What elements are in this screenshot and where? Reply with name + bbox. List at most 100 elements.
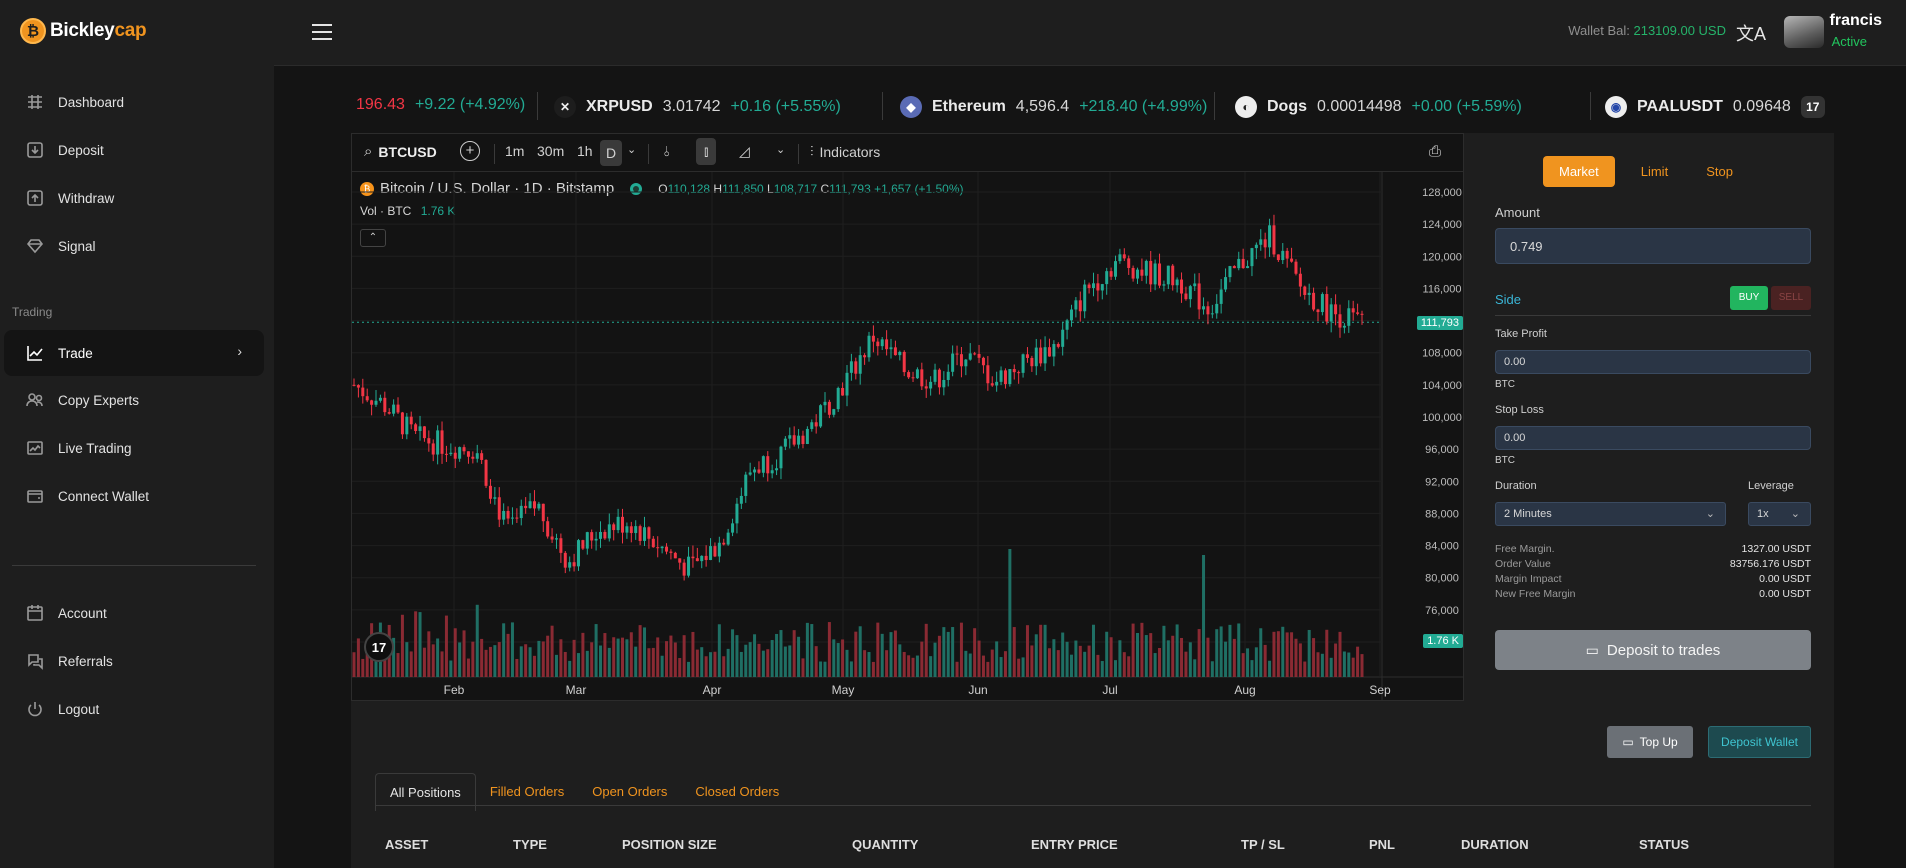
tab-open-orders[interactable]: Open Orders [592,784,668,799]
volume-bar [849,661,853,677]
candle-body [1303,286,1307,295]
volume-bar [1100,661,1104,677]
volume-bar [1263,644,1267,677]
tab-closed-orders[interactable]: Closed Orders [695,784,780,799]
volume-bar [484,649,488,677]
top-up-button[interactable]: ▭ Top Up [1607,726,1693,758]
column-header[interactable]: ASSET [385,837,429,852]
add-symbol-button[interactable]: + [460,141,480,161]
deposit-wallet-button[interactable]: Deposit Wallet [1708,726,1811,758]
avatar[interactable] [1784,16,1824,48]
ticker-item[interactable]: ◉ PAALUSDT 0.09648 17 0 [1605,96,1834,118]
chart-style-dropdown[interactable]: ⌄ [776,143,785,156]
stop-loss-input[interactable]: 0.00 [1495,426,1811,450]
interval-1h[interactable]: 1h [577,143,593,159]
menu-icon[interactable] [312,24,332,40]
sell-button[interactable]: SELL [1771,286,1811,310]
candles-style-button[interactable]: ⫾ [696,138,717,165]
wallet-label: Wallet Bal: [1568,23,1630,38]
candle-body [1162,284,1166,286]
sidebar-item-withdraw[interactable]: Withdraw [4,175,264,221]
volume-bar [1285,632,1289,677]
volume-bar [554,654,558,677]
sidebar-item-referrals[interactable]: Referrals [4,638,264,684]
volume-bar [695,649,699,677]
tradingview-logo-icon[interactable]: 17 [364,632,394,662]
sidebar-item-dashboard[interactable]: Dashboard [4,79,264,125]
duration-select[interactable]: 2 Minutes ⌄ [1495,502,1726,526]
volume-bar [1153,653,1157,677]
sidebar-item-connect-wallet[interactable]: Connect Wallet [4,473,264,519]
column-header[interactable]: TP / SL [1241,837,1285,852]
sidebar-item-label: Account [58,605,107,621]
price-chart[interactable]: 128,000124,000120,000116,000112,000108,0… [352,172,1463,700]
sidebar-item-copy-experts[interactable]: Copy Experts [4,377,264,423]
ticker-item[interactable]: 196.43 +9.22 (+4.92%) [356,96,525,114]
area-style-button[interactable]: ◿ [739,143,750,160]
tab-all-positions[interactable]: All Positions [375,773,476,811]
candle-body [898,351,902,356]
symbol-search[interactable]: ⌕ BTCUSD [364,143,437,160]
power-icon [28,702,42,717]
deposit-to-trades-button[interactable]: ▭ Deposit to trades [1495,630,1811,670]
volume-bar [660,655,664,677]
column-header[interactable]: STATUS [1639,837,1690,852]
column-header[interactable]: QUANTITY [852,837,919,852]
ticker-item[interactable]: ◆ Ethereum 4,596.4 +218.40 (+4.99%) [900,96,1207,118]
user-name[interactable]: francis [1829,12,1882,29]
candle-body [524,505,528,509]
sidebar-item-signal[interactable]: Signal [4,223,264,269]
sidebar-item-account[interactable]: Account [4,590,264,636]
sidebar-item-deposit[interactable]: Deposit [4,127,264,173]
interval-d[interactable]: D [600,140,623,166]
ticker-item[interactable]: ✕ XRPUSD 3.01742 +0.16 (+5.55%) [554,96,841,118]
leverage-select[interactable]: 1x ⌄ [1748,502,1811,526]
column-header[interactable]: TYPE [513,837,547,852]
take-profit-input[interactable]: 0.00 [1495,350,1811,374]
translate-icon[interactable]: 文A [1735,24,1766,44]
sidebar-item-logout[interactable]: Logout [4,686,264,732]
volume-bar [1171,635,1175,677]
bar-style-button[interactable]: ⫰ [664,143,670,160]
candle-body [440,430,444,454]
column-header[interactable]: PNL [1369,837,1395,852]
ticker-item[interactable]: ◐ Dogs 0.00014498 +0.00 (+5.59%) [1235,96,1522,118]
candle-body [475,453,479,459]
candle-body [1074,300,1078,310]
volume-bar [524,644,528,677]
candle-body [915,369,919,379]
snapshot-button[interactable]: ⎙ [1429,143,1441,160]
y-tick-label: 96,000 [1425,444,1459,456]
volume-bar [841,639,845,677]
sidebar-item-label: Logout [58,701,100,717]
interval-30m[interactable]: 30m [537,143,564,159]
sidebar-item-trade[interactable]: Trade › [4,330,264,376]
indicators-button[interactable]: ⫶ Indicators [810,143,880,160]
candle-body [1047,347,1051,357]
brand-logo[interactable]: ₿ Bickleycap [20,18,147,44]
amount-input[interactable]: 0.749 [1495,228,1811,264]
column-header[interactable]: ENTRY PRICE [1031,837,1118,852]
volume-bar [1158,647,1162,677]
interval-dropdown[interactable]: ⌄ [627,143,636,156]
tab-filled-orders[interactable]: Filled Orders [489,784,565,799]
sidebar-item-live-trading[interactable]: Live Trading [4,425,264,471]
volume-bar [836,643,840,677]
candle-body [515,517,519,519]
candle-body [590,532,594,541]
tab-stop[interactable]: Stop [1706,164,1733,179]
volume-bar [1162,625,1166,677]
tab-limit[interactable]: Limit [1640,164,1669,179]
candle-body [559,538,563,553]
interval-1m[interactable]: 1m [505,143,524,159]
column-header[interactable]: DURATION [1461,837,1529,852]
volume-bar [1241,653,1245,677]
collapse-legend-button[interactable]: ⌃ [360,229,386,247]
volume-bar [1312,638,1316,677]
volume-bar [946,631,950,677]
column-header[interactable]: POSITION SIZE [622,837,717,852]
tab-market[interactable]: Market [1543,156,1615,187]
y-tick-label: 84,000 [1425,541,1459,553]
buy-button[interactable]: BUY [1730,286,1768,310]
candle-body [1149,260,1153,285]
